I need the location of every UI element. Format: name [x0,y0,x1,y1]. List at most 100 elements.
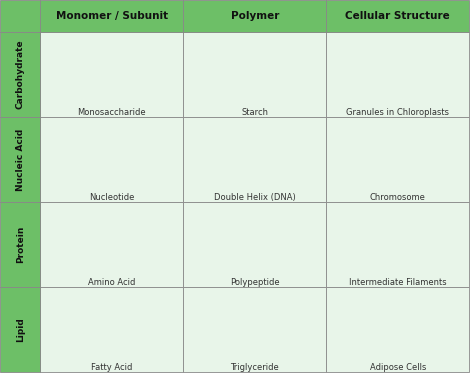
Circle shape [128,220,151,230]
Circle shape [147,213,166,223]
Circle shape [173,335,184,340]
Polygon shape [80,142,130,165]
Text: Protein: Protein [16,226,25,263]
FancyBboxPatch shape [374,53,387,86]
Circle shape [123,324,136,331]
Ellipse shape [388,147,408,157]
Circle shape [228,335,244,343]
Circle shape [302,318,317,326]
Text: Base: Base [144,124,159,129]
Text: Granules in Chloroplasts: Granules in Chloroplasts [346,108,449,117]
Circle shape [350,329,356,332]
Circle shape [168,324,182,331]
Ellipse shape [49,206,175,262]
Circle shape [257,302,273,309]
Text: Double Helix (DNA): Double Helix (DNA) [214,193,296,202]
Circle shape [64,225,92,238]
Circle shape [184,302,200,309]
Ellipse shape [329,317,368,338]
Ellipse shape [363,140,399,167]
Circle shape [116,297,127,302]
Text: P: P [68,133,77,143]
Ellipse shape [397,140,432,167]
Text: CH₂OH: CH₂OH [143,37,164,42]
Circle shape [272,335,288,343]
Circle shape [75,335,86,340]
Text: Sugar: Sugar [96,163,114,168]
Text: Arg: Arg [305,227,317,233]
Circle shape [58,315,71,321]
Ellipse shape [342,339,384,354]
Circle shape [255,55,274,65]
Circle shape [93,297,104,302]
Circle shape [177,325,188,330]
Ellipse shape [331,40,465,94]
Circle shape [243,302,258,309]
Text: Monosaccharide: Monosaccharide [77,108,146,117]
Circle shape [270,74,290,84]
Circle shape [199,302,214,309]
Text: N: N [74,227,82,237]
Text: Phosphate: Phosphate [56,122,89,127]
Circle shape [182,221,215,237]
Ellipse shape [371,312,419,335]
Ellipse shape [395,338,443,353]
Circle shape [238,223,271,238]
Circle shape [240,50,261,59]
Ellipse shape [347,49,448,87]
FancyBboxPatch shape [356,53,368,86]
Ellipse shape [421,319,464,345]
Text: R: R [108,247,116,257]
Circle shape [355,305,360,308]
Circle shape [53,129,92,148]
FancyBboxPatch shape [412,53,425,86]
Circle shape [100,324,113,331]
Circle shape [256,67,276,77]
Text: O: O [153,227,160,236]
Text: Starch: Starch [241,108,268,117]
Text: Nucleic Acid: Nucleic Acid [16,129,25,191]
Text: OH: OH [44,52,53,56]
Circle shape [225,43,245,53]
Text: H: H [109,212,115,221]
Circle shape [295,223,327,238]
Text: Val: Val [278,217,288,223]
Circle shape [310,335,326,343]
Circle shape [243,335,258,343]
Circle shape [199,318,214,326]
Circle shape [452,309,458,312]
Text: Cellular Structure: Cellular Structure [346,11,450,21]
Circle shape [41,315,54,322]
Circle shape [184,335,200,343]
Ellipse shape [397,137,432,164]
Circle shape [243,318,258,326]
Text: Nucleotide: Nucleotide [89,193,135,202]
Circle shape [257,318,273,326]
Circle shape [310,302,326,309]
Text: Pro: Pro [249,227,260,233]
Text: O: O [89,51,95,57]
Text: Fatty Acid: Fatty Acid [91,363,132,372]
Circle shape [396,325,402,328]
Circle shape [255,81,274,91]
Circle shape [98,335,109,340]
Circle shape [267,212,299,228]
Circle shape [213,302,229,309]
Circle shape [257,335,273,343]
Circle shape [302,302,317,309]
Text: Adipose Cells: Adipose Cells [370,363,426,372]
Circle shape [100,228,123,239]
Circle shape [130,150,158,164]
Text: HO: HO [165,85,174,90]
Text: Triglyceride: Triglyceride [230,363,279,372]
Circle shape [184,318,200,326]
Circle shape [150,335,161,340]
Text: H: H [46,85,50,90]
Text: Intermediate Filaments: Intermediate Filaments [349,278,447,287]
Text: Monomer / Subunit: Monomer / Subunit [56,11,168,21]
Circle shape [213,318,229,326]
Circle shape [237,78,258,88]
Circle shape [213,335,229,343]
Text: Amino Acid: Amino Acid [88,278,136,287]
Circle shape [155,297,165,302]
